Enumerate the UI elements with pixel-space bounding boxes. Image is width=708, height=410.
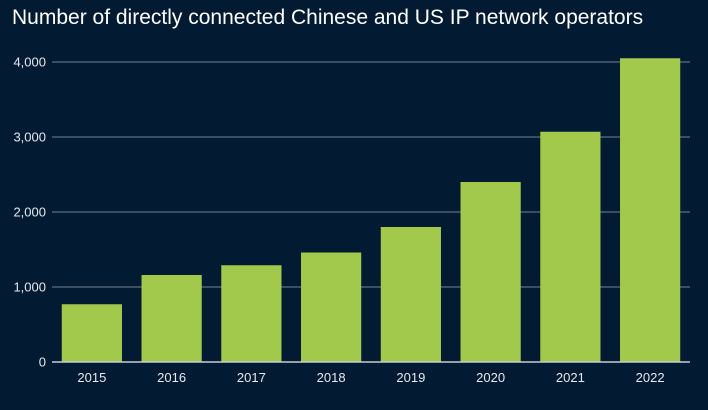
bar	[460, 182, 521, 362]
x-tick-label: 2021	[556, 370, 585, 385]
x-tick-label: 2016	[157, 370, 186, 385]
y-tick-labels: 0 1,000 2,000 3,000 4,000	[13, 55, 46, 370]
y-tick-label: 1,000	[13, 280, 46, 295]
x-tick-label: 2015	[77, 370, 106, 385]
bar	[380, 227, 441, 362]
bar	[221, 265, 282, 362]
bar	[141, 275, 202, 362]
x-tick-label: 2017	[237, 370, 266, 385]
y-tick-label: 3,000	[13, 130, 46, 145]
y-tick-label: 4,000	[13, 55, 46, 70]
y-tick-label: 0	[39, 355, 46, 370]
bar	[301, 252, 362, 362]
chart-title: Number of directly connected Chinese and…	[12, 6, 644, 29]
x-tick-label: 2019	[396, 370, 425, 385]
bar	[620, 58, 681, 362]
y-tick-label: 2,000	[13, 205, 46, 220]
bar	[540, 131, 601, 362]
bar	[61, 304, 122, 362]
bars	[61, 58, 681, 362]
x-tick-label: 2018	[317, 370, 346, 385]
x-tick-label: 2022	[636, 370, 665, 385]
x-tick-labels: 2015 2016 2017 2018 2019 2020 2021 2022	[77, 370, 664, 385]
x-tick-label: 2020	[476, 370, 505, 385]
